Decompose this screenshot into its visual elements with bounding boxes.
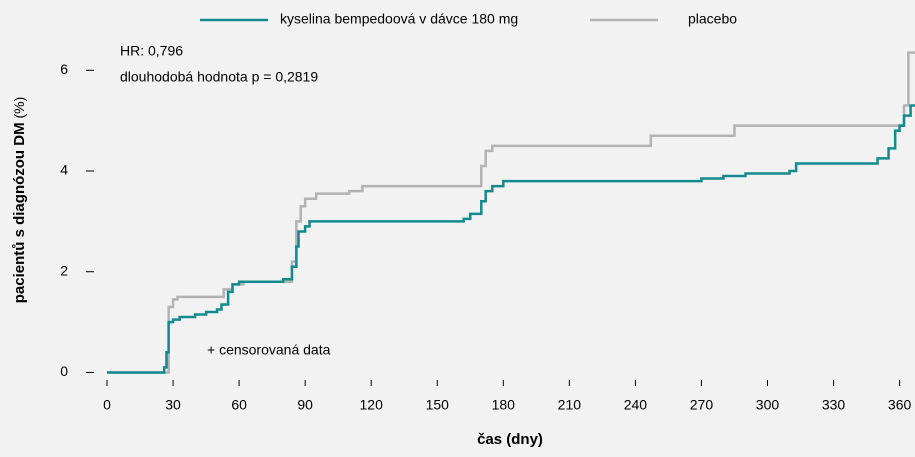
y-tick-label: 6 [60,61,68,77]
y-axis-label: pacientů s diagnózou DM (%) [11,97,28,304]
x-tick-label: 120 [360,397,384,413]
x-tick-label: 30 [165,397,181,413]
y-tick-label: 0 [60,363,68,379]
y-tick-label: 4 [60,162,68,178]
legend-label: placebo [688,11,737,27]
x-tick-label: 270 [690,397,714,413]
y-axis-label-main: pacientů s diagnózou DM [11,122,28,303]
step-line [107,51,915,374]
annotation: HR: 0,796 [120,43,183,59]
y-axis-unit: (%) [11,97,27,119]
x-tick-label: 360 [888,397,912,413]
x-axis-label: čas (dny) [477,431,543,448]
annotation: + censorovaná data [207,342,331,358]
step-line [107,104,915,374]
x-tick-label: 60 [231,397,247,413]
x-tick-label: 150 [426,397,450,413]
legend-label: kyselina bempedoová v dávce 180 mg [280,11,518,27]
x-tick-label: 300 [756,397,780,413]
y-tick-label: 2 [60,262,68,278]
x-tick-label: 210 [558,397,582,413]
x-tick-label: 90 [297,397,313,413]
x-tick-label: 0 [103,397,111,413]
x-tick-label: 330 [822,397,846,413]
annotation: dlouhodobá hodnota p = 0,2819 [120,69,318,85]
x-tick-label: 180 [492,397,516,413]
x-tick-label: 240 [624,397,648,413]
